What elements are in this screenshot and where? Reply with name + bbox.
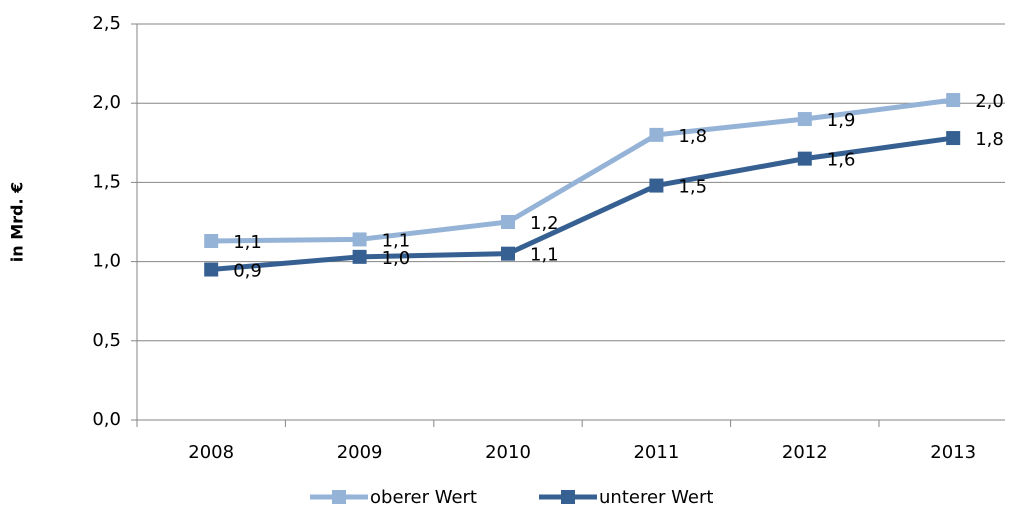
series-line <box>210 135 954 273</box>
x-tick-label: 2008 <box>188 442 234 463</box>
marker <box>204 234 219 249</box>
x-tick-label: 2010 <box>485 442 531 463</box>
data-label: 1,1 <box>530 245 559 266</box>
y-tick-label: 1,5 <box>92 171 121 192</box>
legend-marker <box>332 490 346 504</box>
data-label: 1,6 <box>827 150 856 171</box>
marker <box>649 127 664 142</box>
data-label: 2,0 <box>975 91 1004 112</box>
marker <box>352 249 367 264</box>
y-tick-label: 1,0 <box>92 251 121 272</box>
data-label: 0,9 <box>233 261 262 282</box>
data-label: 1,8 <box>678 126 707 147</box>
legend-marker <box>561 490 575 504</box>
marker <box>352 232 367 247</box>
data-label: 1,0 <box>382 248 411 269</box>
y-tick-label: 2,0 <box>92 92 121 113</box>
y-axis-label: in Mrd. € <box>8 182 27 263</box>
marker <box>649 178 664 193</box>
legend-label: oberer Wert <box>370 487 477 508</box>
marker <box>204 262 219 277</box>
marker <box>946 93 961 108</box>
x-tick-label: 2011 <box>633 442 679 463</box>
data-label: 1,5 <box>678 177 707 198</box>
data-label: 1,2 <box>530 213 559 234</box>
x-tick-label: 2012 <box>782 442 828 463</box>
data-label: 1,8 <box>975 129 1004 150</box>
series-line <box>211 97 954 244</box>
y-tick-label: 0,5 <box>92 330 121 351</box>
marker <box>501 246 515 261</box>
data-label: 1,1 <box>233 232 262 253</box>
marker <box>797 151 812 166</box>
legend-label: unterer Wert <box>599 487 713 508</box>
data-label: 1,9 <box>827 110 856 131</box>
x-tick-label: 2013 <box>930 442 976 463</box>
data-label: 1,1 <box>382 230 411 251</box>
y-tick-label: 2,5 <box>92 13 121 34</box>
y-tick-label: 0,0 <box>92 409 121 430</box>
x-tick-label: 2009 <box>337 442 383 463</box>
marker <box>946 131 961 146</box>
marker <box>797 112 812 127</box>
marker <box>501 215 515 229</box>
